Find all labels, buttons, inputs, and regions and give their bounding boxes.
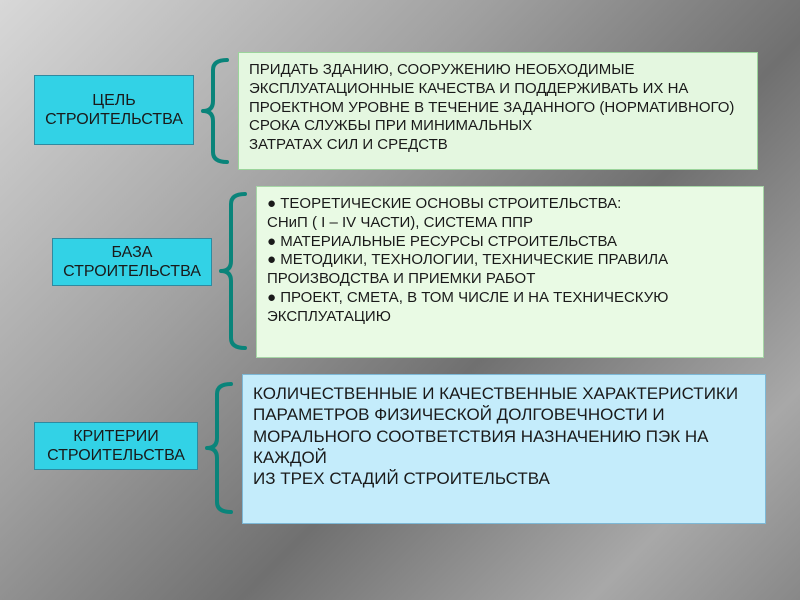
label-text-base: БАЗА СТРОИТЕЛЬСТВА — [57, 243, 207, 281]
content-box-criteria: КОЛИЧЕСТВЕННЫЕ И КАЧЕСТВЕННЫЕ ХАРАКТЕРИС… — [242, 374, 766, 524]
bracket-base — [218, 192, 248, 350]
bullet-list-base: ● ТЕОРЕТИЧЕСКИЕ ОСНОВЫ СТРОИТЕЛЬСТВА: СН… — [267, 195, 753, 326]
bullet-item: ● МЕТОДИКИ, ТЕХНОЛОГИИ, ТЕХНИЧЕСКИЕ ПРАВ… — [267, 251, 753, 289]
label-box-base: БАЗА СТРОИТЕЛЬСТВА — [52, 238, 212, 286]
label-box-goal: ЦЕЛЬ СТРОИТЕЛЬСТВА — [34, 75, 194, 145]
bracket-goal — [200, 58, 230, 164]
label-text-criteria: КРИТЕРИИ СТРОИТЕЛЬСТВА — [39, 427, 193, 465]
content-box-base: ● ТЕОРЕТИЧЕСКИЕ ОСНОВЫ СТРОИТЕЛЬСТВА: СН… — [256, 186, 764, 358]
label-box-criteria: КРИТЕРИИ СТРОИТЕЛЬСТВА — [34, 422, 198, 470]
label-text-goal: ЦЕЛЬ СТРОИТЕЛЬСТВА — [39, 91, 189, 129]
bullet-item: ● МАТЕРИАЛЬНЫЕ РЕСУРСЫ СТРОИТЕЛЬСТВА — [267, 233, 753, 252]
content-text-criteria: КОЛИЧЕСТВЕННЫЕ И КАЧЕСТВЕННЫЕ ХАРАКТЕРИС… — [253, 383, 755, 489]
bracket-criteria — [204, 382, 234, 514]
bullet-item: ● ПРОЕКТ, СМЕТА, В ТОМ ЧИСЛЕ И НА ТЕХНИЧ… — [267, 289, 753, 327]
content-text-goal: ПРИДАТЬ ЗДАНИЮ, СООРУЖЕНИЮ НЕОБХОДИМЫЕ Э… — [249, 61, 747, 155]
content-box-goal: ПРИДАТЬ ЗДАНИЮ, СООРУЖЕНИЮ НЕОБХОДИМЫЕ Э… — [238, 52, 758, 170]
bullet-item: ● ТЕОРЕТИЧЕСКИЕ ОСНОВЫ СТРОИТЕЛЬСТВА: СН… — [267, 195, 753, 233]
